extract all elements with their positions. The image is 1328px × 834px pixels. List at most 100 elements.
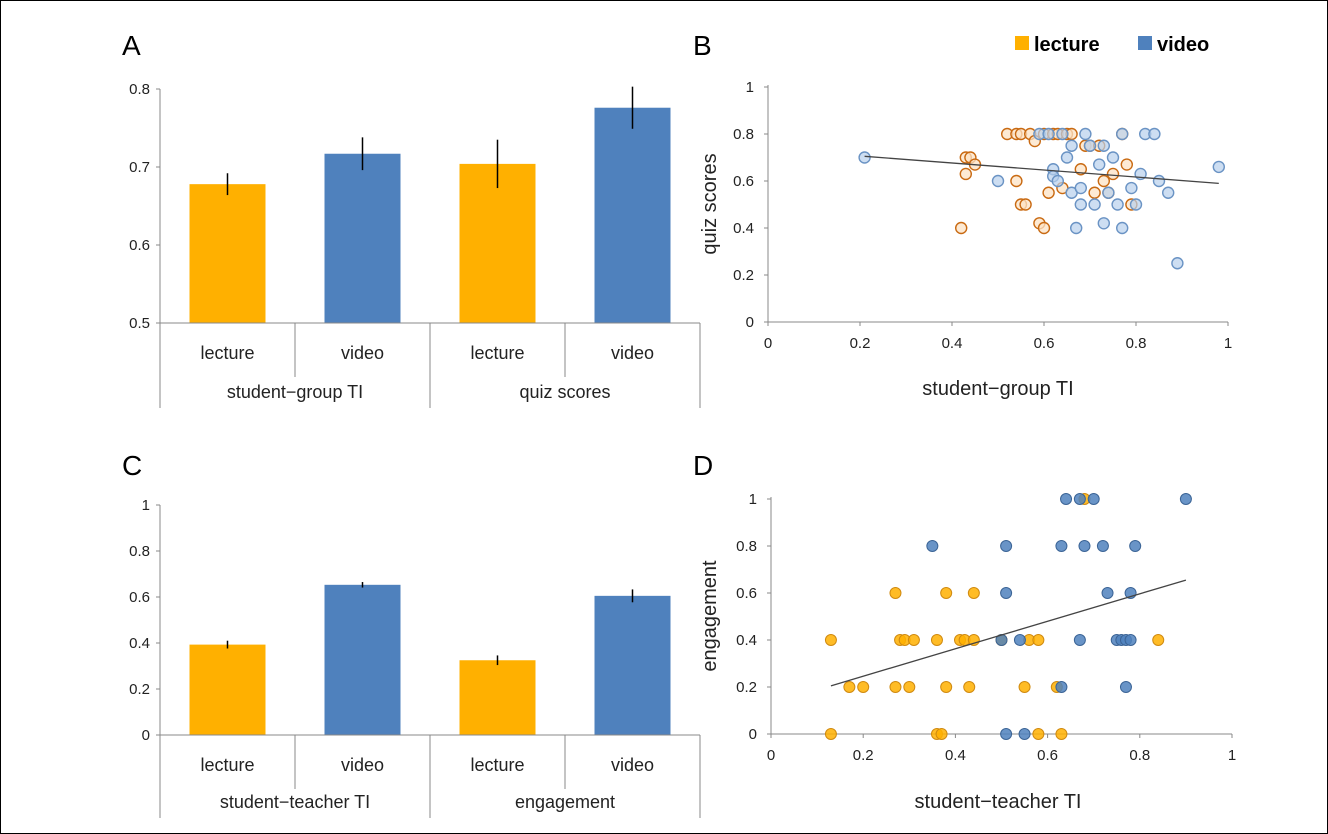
panel-b-ylabel: quiz scores (699, 153, 721, 254)
panel-b-point-video (1051, 174, 1065, 188)
panel-c-ytick-label: 0.4 (129, 635, 150, 652)
panel-b-point-video (1060, 151, 1074, 164)
panel-letter-b: B (693, 30, 712, 61)
panel-d-point-lecture (857, 681, 870, 693)
panel-c-bar (459, 660, 536, 735)
panel-b-trend-line (864, 155, 1219, 184)
panel-d-xtick-label: 0.4 (945, 747, 966, 764)
panel-a-ytick-label: 0.6 (129, 237, 150, 254)
panel-c-bar (324, 584, 401, 735)
panel-c-category-label: lecture (470, 755, 524, 775)
panel-b-ytick-label: 0.8 (733, 126, 754, 143)
panel-a-category-label: video (341, 343, 384, 363)
legend-swatch-video (1138, 36, 1152, 50)
panel-b-point-video (1097, 217, 1111, 230)
panel-d-point-video (1129, 540, 1142, 552)
panel-b-point-video (1079, 127, 1092, 141)
legend-label-video: video (1157, 34, 1209, 56)
panel-a-bar (594, 107, 671, 323)
panel-letter-d: D (693, 450, 713, 481)
panel-d-point-lecture (963, 681, 976, 693)
panel-d-point-video (1073, 493, 1086, 505)
panel-d-point-lecture (824, 728, 837, 740)
panel-b-ytick-label: 0 (746, 314, 754, 331)
panel-d-point-video (1013, 634, 1026, 646)
panel-b-point-lecture (1120, 158, 1134, 171)
panel-b-point-video (1069, 221, 1083, 235)
panel-b-xtick-label: 1 (1224, 335, 1232, 352)
panel-d-point-lecture (1018, 681, 1031, 693)
panel-d-ytick-label: 1 (749, 491, 757, 508)
panel-b-point-video (1106, 151, 1120, 164)
panel-c-bar (594, 595, 671, 735)
panel-d-point-lecture (907, 634, 920, 646)
panel-d-point-lecture (967, 587, 980, 599)
panel-c-category-label: lecture (200, 755, 254, 775)
panel-a-ytick-label: 0.7 (129, 159, 150, 176)
panel-b-point-video (1152, 174, 1166, 188)
panel-d-point-lecture (843, 681, 856, 693)
panel-d-point-lecture (1152, 634, 1165, 646)
panel-d-point-video (926, 540, 939, 552)
panel-a-bar (189, 184, 266, 323)
panel-b-xtick-label: 0.2 (850, 335, 871, 352)
panel-b-xtick-label: 0.6 (1034, 335, 1055, 352)
panel-d-point-lecture (935, 728, 948, 740)
panel-b-point-lecture (1010, 174, 1023, 188)
panel-d-xlabel: student−teacher TI (915, 791, 1082, 813)
panel-b-point-video (1065, 139, 1078, 152)
panel-b-point-video (1074, 198, 1088, 211)
panel-b-point-video (1092, 158, 1106, 171)
panel-b-point-video (1161, 186, 1175, 199)
panel-d-point-video (1000, 587, 1013, 599)
panel-d-point-video (1073, 634, 1086, 646)
panel-d-point-lecture (903, 681, 916, 693)
panel-b-point-video (1171, 257, 1184, 270)
panel-c-ytick-label: 0 (142, 727, 150, 744)
panel-d-xtick-label: 0.6 (1037, 747, 1058, 764)
panel-d-ylabel: engagement (699, 560, 721, 672)
panel-b-xtick-label: 0.8 (1126, 335, 1147, 352)
panel-d-point-lecture (940, 587, 953, 599)
panel-d-point-lecture (889, 681, 902, 693)
panel-d-point-video (1078, 540, 1091, 552)
panel-d-point-video (1087, 493, 1100, 505)
panel-b-ytick-label: 0.4 (733, 220, 754, 237)
panel-b-point-lecture (1097, 174, 1111, 188)
panel-a-bar (459, 163, 536, 323)
panel-b-point-video (1111, 198, 1124, 211)
panel-d-point-lecture (1032, 634, 1045, 646)
panel-b-point-lecture (1106, 167, 1120, 181)
panel-c-group-label: engagement (515, 792, 615, 812)
panel-b-point-video (1083, 139, 1097, 152)
panel-d-point-video (1018, 728, 1031, 740)
panel-b-point-video (991, 174, 1005, 188)
panel-b-point-video (1056, 127, 1069, 141)
panel-b-point-video (1042, 127, 1055, 141)
panel-c-ytick-label: 0.6 (129, 589, 150, 606)
plot-layer: 0.5 0.6 0.7 0.8 lecture video lecture video stud… (129, 79, 1236, 818)
panel-b-point-video (1125, 181, 1138, 195)
panel-b-ytick-label: 0.2 (733, 267, 754, 284)
panel-b-point-video (1129, 198, 1143, 211)
panel-c-category-label: video (341, 755, 384, 775)
panel-a-category-label: video (611, 343, 654, 363)
panel-d-point-lecture (889, 587, 902, 599)
panel-c-ytick-label: 0.2 (129, 681, 150, 698)
panel-d-point-lecture (940, 681, 953, 693)
panel-b-ytick-label: 0.6 (733, 173, 754, 190)
panel-c-group-label: student−teacher TI (220, 792, 370, 812)
panel-a-bar (324, 153, 401, 323)
panel-b-xtick-label: 0 (764, 335, 772, 352)
panel-c-category-label: video (611, 755, 654, 775)
panel-b-point-lecture (1037, 221, 1051, 235)
panel-b-point-lecture (959, 167, 972, 181)
panel-d-point-video (1000, 540, 1013, 552)
legend-swatch-lecture (1015, 36, 1029, 50)
panel-c-bar (189, 644, 266, 735)
panel-b-xtick-label: 0.4 (942, 335, 963, 352)
panel-b-point-video (1212, 160, 1226, 174)
panel-a-category-label: lecture (200, 343, 254, 363)
panel-d-point-video (1119, 681, 1132, 693)
panel-b-point-video (1102, 186, 1115, 199)
